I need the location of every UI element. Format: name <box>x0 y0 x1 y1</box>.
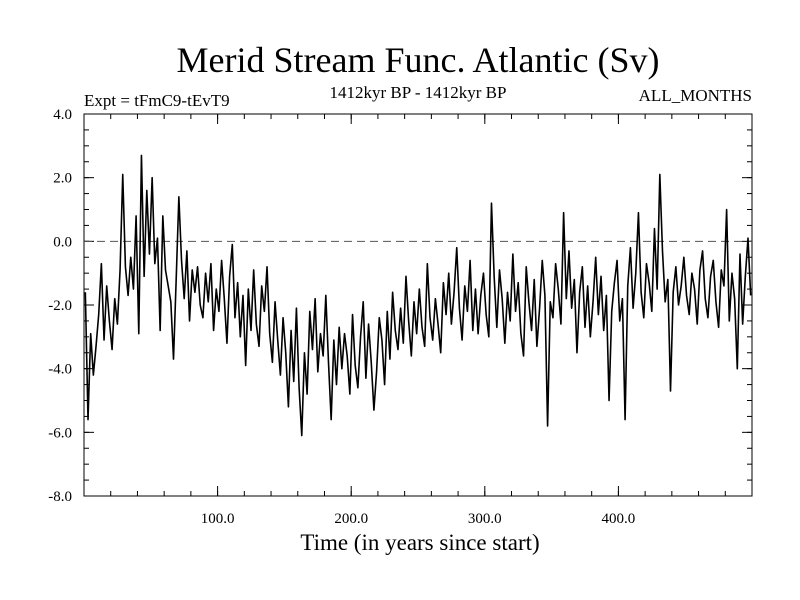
y-tick-label: 0.0 <box>53 234 72 250</box>
experiment-label: Expt = tFmC9-tEvT9 <box>84 91 230 110</box>
x-axis-label: Time (in years since start) <box>300 530 539 555</box>
x-tick-label: 100.0 <box>201 511 235 527</box>
x-tick-label: 300.0 <box>468 511 502 527</box>
y-tick-label: 2.0 <box>53 171 72 187</box>
x-axis: 100.0 200.0 300.0 400.0 <box>201 114 636 527</box>
chart-title: Merid Stream Func. Atlantic (Sv) <box>177 40 660 80</box>
period-label: 1412kyr BP - 1412kyr BP <box>330 83 507 102</box>
y-tick-label: -8.0 <box>48 489 72 505</box>
y-axis: -8.0 -6.0 -4.0 -2.0 0.0 2.0 4.0 <box>48 107 752 505</box>
y-tick-label: -2.0 <box>48 298 72 314</box>
x-tick-label: 200.0 <box>334 511 368 527</box>
y-tick-label: 4.0 <box>53 107 72 123</box>
y-tick-label: -4.0 <box>48 362 72 378</box>
data-series-line <box>84 154 752 437</box>
x-tick-label: 400.0 <box>602 511 636 527</box>
months-label: ALL_MONTHS <box>639 86 752 105</box>
y-tick-label: -6.0 <box>48 425 72 441</box>
